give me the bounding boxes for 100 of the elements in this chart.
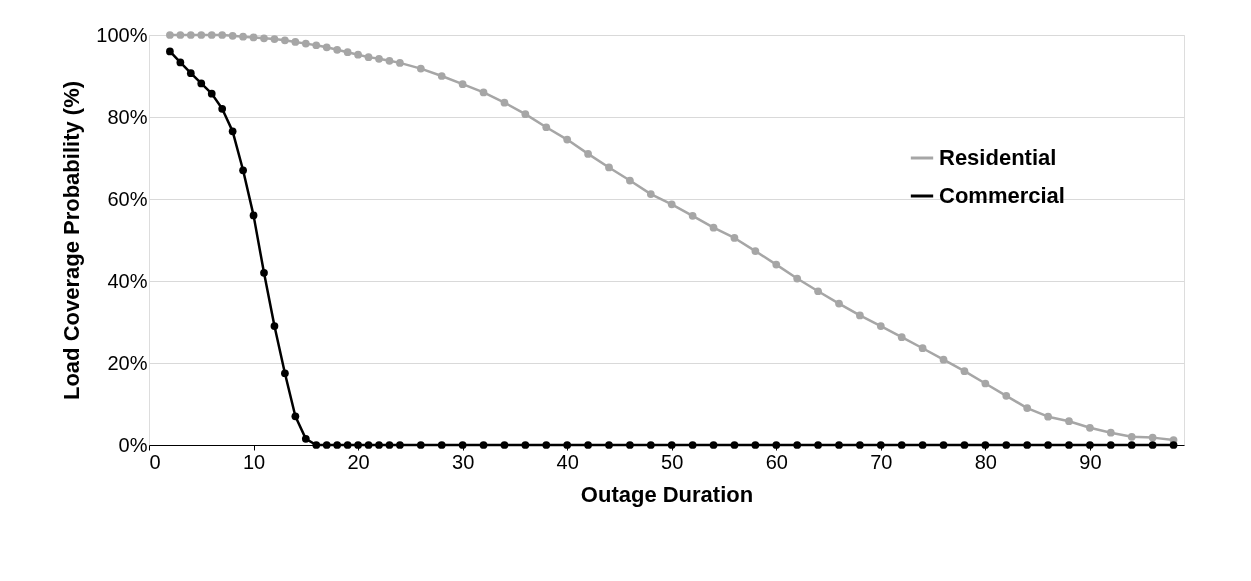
point (584, 441, 592, 449)
point (939, 441, 948, 449)
point (563, 441, 572, 449)
point (437, 72, 446, 80)
legend-label: Commercial (939, 183, 1065, 208)
point (301, 434, 310, 443)
point (793, 441, 802, 449)
point (688, 441, 697, 449)
point (626, 176, 634, 185)
point (730, 441, 739, 449)
point (793, 274, 802, 283)
point (667, 441, 676, 449)
point (385, 441, 394, 449)
point (479, 441, 488, 449)
point (897, 333, 906, 342)
point (814, 441, 822, 449)
x-tick-label: 20 (347, 450, 370, 473)
point (333, 441, 342, 449)
point (1023, 404, 1032, 412)
point (709, 223, 718, 232)
point (772, 260, 781, 269)
point (291, 38, 300, 46)
x-tick-label: 60 (765, 450, 788, 473)
point (876, 322, 885, 330)
point (1106, 441, 1115, 449)
point (730, 234, 739, 242)
point (1065, 417, 1073, 426)
point (1023, 441, 1032, 449)
point (1127, 441, 1136, 449)
point (1044, 412, 1052, 421)
x-tick-label: 30 (452, 450, 475, 473)
point (218, 31, 227, 39)
point (385, 56, 394, 65)
x-tick-label: 90 (1079, 450, 1102, 473)
point (312, 441, 321, 449)
point (281, 369, 289, 378)
point (197, 31, 206, 39)
point (343, 48, 352, 57)
point (249, 33, 258, 42)
point (166, 31, 174, 39)
point (521, 110, 530, 118)
point (312, 41, 321, 50)
point (667, 200, 676, 209)
point (814, 287, 822, 296)
point (375, 54, 383, 63)
point (479, 88, 488, 97)
x-tick-label: 40 (556, 450, 579, 473)
y-tick-label: 100% (96, 23, 148, 46)
point (322, 441, 331, 449)
point (281, 36, 289, 45)
point (605, 441, 613, 449)
point (301, 39, 310, 48)
point (542, 441, 551, 449)
point (835, 299, 843, 308)
point (856, 311, 864, 320)
point (751, 441, 760, 449)
point (939, 355, 948, 364)
point (416, 441, 425, 449)
point (375, 441, 383, 449)
x-tick-label: 80 (974, 450, 997, 473)
point (228, 127, 237, 136)
x-tick-label: 0 (149, 450, 161, 473)
y-tick-label: 60% (107, 187, 148, 210)
point (239, 166, 247, 175)
point (709, 441, 718, 449)
point (197, 79, 206, 88)
point (835, 441, 843, 449)
point (646, 190, 655, 198)
point (1148, 441, 1157, 449)
point (354, 50, 362, 59)
point (1044, 441, 1052, 449)
point (897, 441, 906, 449)
point (260, 34, 268, 43)
y-tick-label: 40% (107, 269, 148, 292)
point (458, 80, 467, 89)
point (981, 441, 990, 449)
x-tick-label: 50 (661, 450, 684, 473)
point (646, 441, 655, 449)
point (1065, 441, 1073, 449)
point (688, 211, 697, 220)
point (584, 150, 592, 158)
point (856, 441, 864, 449)
point (500, 441, 509, 449)
point (396, 59, 404, 67)
point (1086, 441, 1094, 449)
point (291, 412, 300, 421)
point (1106, 428, 1115, 437)
point (354, 441, 362, 449)
x-tick-label: 70 (870, 450, 893, 473)
point (239, 32, 247, 41)
point (166, 47, 174, 56)
point (500, 98, 509, 107)
point (218, 104, 227, 113)
x-tick-label: 10 (242, 450, 266, 473)
point (605, 163, 613, 172)
y-tick-label: 80% (107, 105, 148, 128)
point (563, 135, 572, 144)
point (270, 35, 279, 43)
point (207, 31, 216, 39)
point (176, 31, 185, 39)
